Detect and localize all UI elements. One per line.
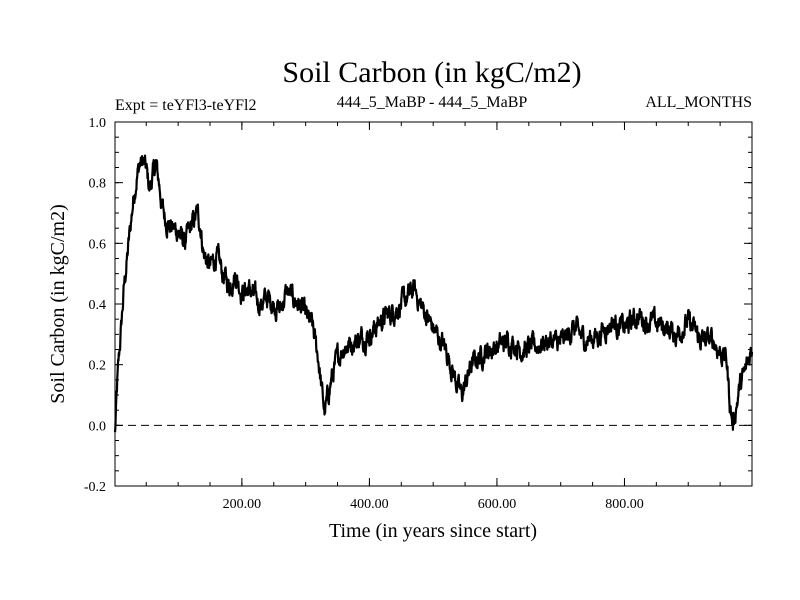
x-axis-label: Time (in years since start) <box>329 520 537 542</box>
y-tick-label: 0.8 <box>89 177 107 192</box>
series-line <box>113 154 754 433</box>
series-layer <box>113 154 754 433</box>
chart-title: Soil Carbon (in kgC/m2) <box>282 56 581 89</box>
y-tick-label: 0.0 <box>89 419 107 434</box>
y-tick-label: 0.4 <box>89 298 107 313</box>
y-axis-label: Soil Carbon (in kgC/m2) <box>47 204 69 403</box>
months-label: ALL_MONTHS <box>645 94 752 111</box>
x-tick-label: 800.00 <box>605 497 644 512</box>
period-label: 444_5_MaBP - 444_5_MaBP <box>337 94 528 111</box>
plot-frame <box>114 121 753 487</box>
axis-ticks: -0.2 0.0 0.2 0.4 0.6 0.8 1.0 200.00 400.00 600.00… <box>84 116 752 512</box>
y-tick-label: 0.6 <box>89 237 107 252</box>
x-tick-label: 600.00 <box>478 497 517 512</box>
y-tick-label: 1.0 <box>89 116 107 131</box>
y-tick-label: 0.2 <box>89 359 107 374</box>
x-tick-label: 200.00 <box>223 497 262 512</box>
y-tick-label: -0.2 <box>84 480 106 495</box>
experiment-label: Expt = teYFl3-teYFl2 <box>115 97 256 114</box>
x-tick-label: 400.00 <box>350 497 389 512</box>
